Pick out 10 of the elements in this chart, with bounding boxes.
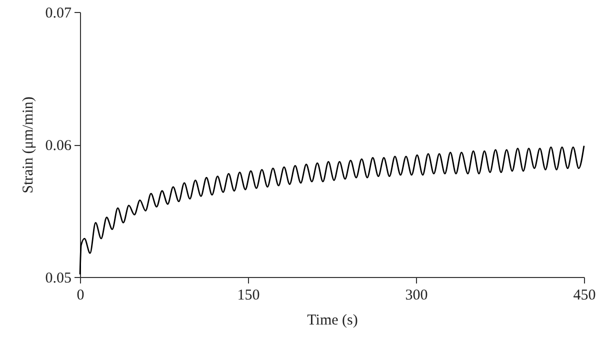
- y-axis-title: Strain (μm/min): [20, 96, 36, 194]
- x-tick-label: 450: [573, 288, 596, 304]
- y-tick-label: 0.07: [45, 6, 72, 22]
- y-tick-label: 0.05: [45, 270, 72, 286]
- line-series: [79, 145, 585, 276]
- x-tick-label: 0: [76, 288, 84, 304]
- x-tick-label: 300: [405, 288, 428, 304]
- y-tick-label: 0.06: [45, 138, 72, 154]
- x-tick-label: 150: [237, 288, 260, 304]
- x-axis-title: Time (s): [307, 312, 358, 328]
